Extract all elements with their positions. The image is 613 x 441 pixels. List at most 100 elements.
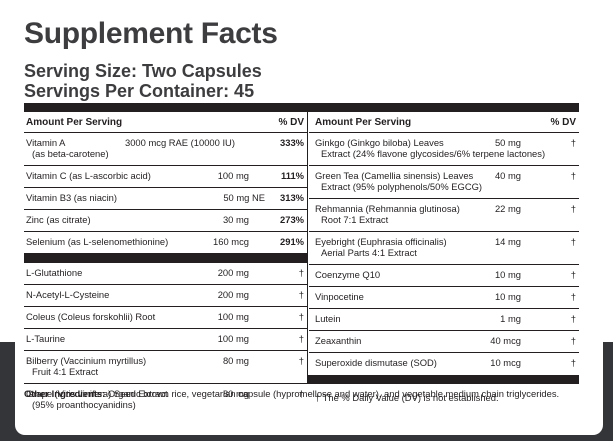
nutrient-amount: 30 mg [222,214,249,225]
ingredient-name: Superoxide dismutase (SOD) [315,357,437,368]
ingredient-subname: Fruit 4:1 Extract [32,366,99,377]
ingredient-amount: 80 mg [222,388,249,399]
ingredient-name: Grape (Vitis vinifera) Seed Extract [26,388,168,399]
ingredient-name: Green Tea (Camellia sinensis) Leaves [315,170,474,181]
ingredient-subname: Extract (95% polyphenols/50% EGCG) [321,181,483,192]
table-row: Lutein 1 mg † [309,309,579,331]
ingredient-name: Vinpocetine [315,291,364,302]
table-row: Vitamin A (as beta-carotene) 3000 mcg RA… [24,133,307,166]
nutrient-amount: 160 mcg [213,236,249,247]
dagger-mark: † [570,357,576,368]
nutrient-amount: 100 mg [217,170,249,181]
ingredient-amount: 1 mg [500,313,521,324]
dv-header: % DV [278,117,304,128]
left-table-header: Amount Per Serving % DV [24,112,307,133]
table-row: Zeaxanthin 40 mcg † [309,331,579,353]
dagger-mark: † [570,137,576,148]
dagger-mark: † [570,269,576,280]
ingredient-name: Lutein [315,313,341,324]
serving-size: Serving Size: Two Capsules [24,61,262,81]
nutrient-dv: 273% [280,214,304,225]
page-title: Supplement Facts [24,17,278,50]
dagger-mark: † [298,333,304,344]
ingredient-subname: Aerial Parts 4:1 Extract [321,247,417,258]
nutrient-dv: 111% [281,170,304,181]
table-row: Vinpocetine 10 mg † [309,287,579,309]
ingredient-amount: 40 mg [494,170,521,181]
nutrient-dv: 333% [280,137,304,148]
ingredient-amount: 40 mcg [490,335,521,346]
dagger-mark: † [570,291,576,302]
amount-header: Amount Per Serving [315,117,412,128]
nutrient-name: Selenium (as L-selenomethionine) [26,236,169,247]
table-row: Grape (Vitis vinifera) Seed Extract (95%… [24,384,307,417]
table-row: Ginkgo (Ginkgo biloba) Leaves Extract (2… [309,133,579,166]
table-row: Zinc (as citrate) 30 mg 273% [24,210,307,232]
ingredient-amount: 50 mg [494,137,521,148]
dagger-mark: † [570,170,576,181]
table-row: Bilberry (Vaccinium myrtillus) Fruit 4:1… [24,351,307,384]
nutrient-amount: 3000 mcg RAE (10000 IU) [125,137,235,148]
ingredient-name: L-Taurine [26,333,66,344]
ingredient-subname: (95% proanthocyanidins) [32,399,136,410]
table-row: Coleus (Coleus forskohlii) Root 100 mg † [24,307,307,329]
nutrient-dv: 291% [280,236,304,247]
ingredient-name: Eyebright (Euphrasia officinalis) [315,236,447,247]
nutrient-name: Vitamin B3 (as niacin) [26,192,118,203]
ingredient-name: N-Acetyl-L-Cysteine [26,289,110,300]
ingredient-name: Zeaxanthin [315,335,362,346]
table-row: Eyebright (Euphrasia officinalis) Aerial… [309,232,579,265]
dagger-mark: † [298,289,304,300]
table-row: N-Acetyl-L-Cysteine 200 mg † [24,285,307,307]
ingredient-name: Rehmannia (Rehmannia glutinosa) [315,203,460,214]
dagger-mark: † [298,311,304,322]
ingredient-amount: 10 mcg [490,357,521,368]
servings-per-container: Servings Per Container: 45 [24,81,255,101]
top-divider-bar [24,103,579,112]
ingredient-subname: Root 7:1 Extract [321,214,389,225]
table-row: L-Taurine 100 mg † [24,329,307,351]
section-divider-bar [24,254,307,263]
supplement-facts-panel [15,10,603,435]
nutrient-name: Vitamin A [26,137,66,148]
ingredient-name: Coleus (Coleus forskohlii) Root [26,311,156,322]
left-facts-table: Amount Per Serving % DV Vitamin A (as be… [24,112,307,417]
right-facts-table: Amount Per Serving % DV Ginkgo (Ginkgo b… [307,112,579,403]
nutrient-subname: (as beta-carotene) [32,148,109,159]
ingredient-amount: 10 mg [494,291,521,302]
ingredient-amount: 200 mg [217,267,249,278]
ingredient-amount: 80 mg [222,355,249,366]
nutrient-name: Zinc (as citrate) [26,214,91,225]
table-row: Vitamin C (as L-ascorbic acid) 100 mg 11… [24,166,307,188]
dagger-mark: † [570,203,576,214]
nutrient-amount: 50 mg NE [223,192,265,203]
other-ingredients-text: Organic brown rice, vegetarian capsule (… [105,388,560,399]
ingredient-name: L-Glutathione [26,267,83,278]
ingredient-name: Ginkgo (Ginkgo biloba) Leaves [315,137,444,148]
table-row: Superoxide dismutase (SOD) 10 mcg † [309,353,579,375]
other-ingredients: Other Ingredients: Organic brown rice, v… [24,388,579,400]
ingredient-amount: 14 mg [494,236,521,247]
ingredient-name: Coenzyme Q10 [315,269,381,280]
ingredient-amount: 10 mg [494,269,521,280]
dagger-mark: † [570,335,576,346]
dagger-mark: † [298,355,304,366]
table-row: Selenium (as L-selenomethionine) 160 mcg… [24,232,307,254]
table-row: L-Glutathione 200 mg † [24,263,307,285]
ingredient-amount: 22 mg [494,203,521,214]
ingredient-amount: 200 mg [217,289,249,300]
dagger-mark: † [570,236,576,247]
section-divider-bar [307,375,579,384]
dv-footnote: † The % Daily Value (DV) is not establis… [315,392,499,403]
table-row: Vitamin B3 (as niacin) 50 mg NE 313% [24,188,307,210]
dagger-mark: † [570,313,576,324]
nutrient-name: Vitamin C (as L-ascorbic acid) [26,170,151,181]
ingredient-subname: Extract (24% flavone glycosides/6% terpe… [321,148,546,159]
dv-header: % DV [550,117,576,128]
ingredient-amount: 100 mg [217,333,249,344]
other-ingredients-label: Other Ingredients: [24,388,106,399]
amount-header: Amount Per Serving [26,117,123,128]
column-divider [307,112,308,382]
dagger-mark: † [298,388,304,399]
nutrient-dv: 313% [280,192,304,203]
